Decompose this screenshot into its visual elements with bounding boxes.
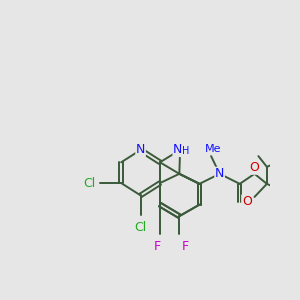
Text: F: F [153, 240, 161, 253]
Text: N: N [173, 143, 182, 157]
Text: O: O [242, 195, 252, 208]
Text: Me: Me [204, 144, 221, 154]
Text: H: H [182, 146, 189, 157]
Text: O: O [250, 161, 260, 174]
Text: N: N [215, 167, 224, 180]
Text: Cl: Cl [134, 221, 147, 234]
Text: N: N [136, 143, 145, 157]
Text: F: F [182, 240, 189, 253]
Text: Cl: Cl [83, 177, 96, 190]
